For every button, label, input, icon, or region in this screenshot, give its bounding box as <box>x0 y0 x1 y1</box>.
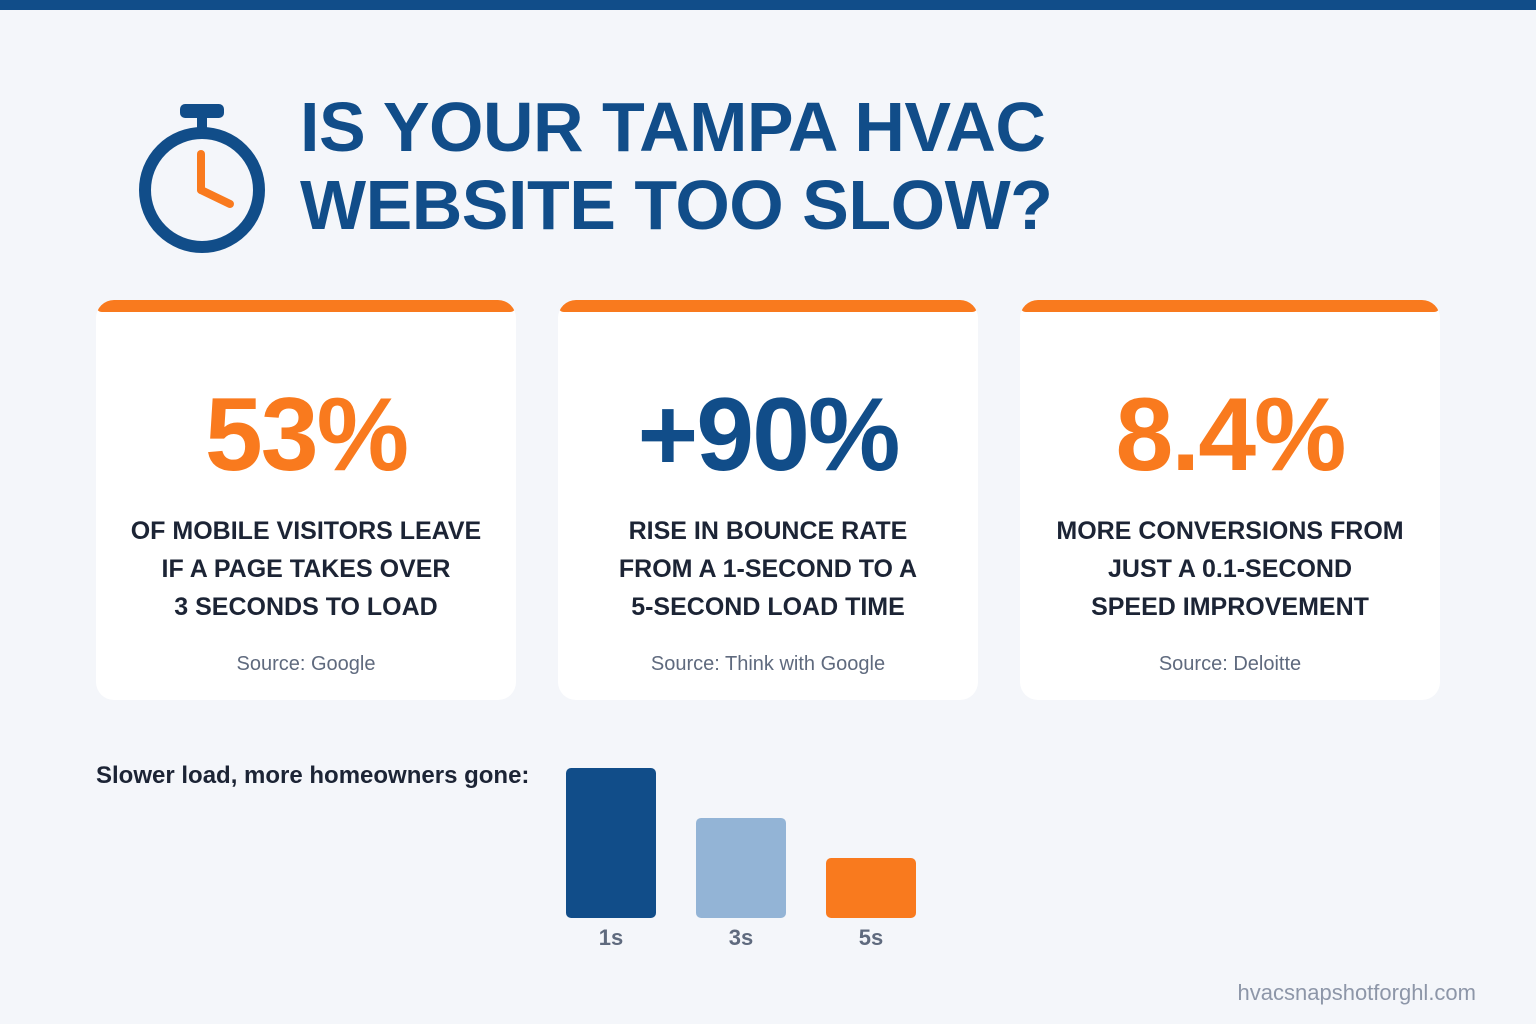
stat-value: 8.4% <box>1115 377 1346 493</box>
bar-label-5s: 5s <box>859 925 883 950</box>
stat-card-mobile-visitors: 53% OF MOBILE VISITORS LEAVE IF A PAGE T… <box>96 300 516 700</box>
stopwatch-hand-long <box>197 186 234 208</box>
bar-3s <box>696 817 786 918</box>
stopwatch-icon <box>139 104 265 253</box>
chart-label: Slower load, more homeowners gone: <box>96 762 530 789</box>
stat-card-bounce-rate: +90% RISE IN BOUNCE RATE FROM A 1-SECOND… <box>558 300 978 700</box>
page-title: IS YOUR TAMPA HVAC WEBSITE TOO SLOW? <box>300 88 1053 244</box>
load-time-bar-chart: 1s 3s 5s <box>566 768 916 950</box>
stat-description: MORE CONVERSIONS FROM JUST A 0.1-SECOND … <box>1030 512 1430 626</box>
stat-description-line: SPEED IMPROVEMENT <box>1091 593 1369 621</box>
stat-card-conversions: 8.4% MORE CONVERSIONS FROM JUST A 0.1-SE… <box>1020 300 1440 700</box>
top-accent-bar <box>0 0 1536 10</box>
stat-source: Source: Think with Google <box>650 653 886 675</box>
card-accent-bar <box>1020 300 1440 312</box>
card-accent-bar <box>96 300 516 312</box>
footer-website: hvacsnapshotforghl.com <box>1237 980 1476 1005</box>
stat-description-line: OF MOBILE VISITORS LEAVE <box>130 517 482 545</box>
stopwatch-stem <box>197 116 207 130</box>
stat-description-line: RISE IN BOUNCE RATE <box>628 517 908 545</box>
stopwatch-dial <box>139 127 265 253</box>
stat-description-line: MORE CONVERSIONS FROM <box>1056 517 1404 545</box>
stat-description-line: JUST A 0.1-SECOND <box>1107 555 1353 583</box>
stat-source: Source: Google <box>236 653 376 675</box>
card-accent-bar <box>558 300 978 312</box>
bar-1s <box>566 768 656 918</box>
bar-label-1s: 1s <box>599 925 623 950</box>
bar-5s <box>826 858 916 918</box>
stopwatch-crown <box>180 104 224 118</box>
stat-source: Source: Deloitte <box>1158 653 1302 675</box>
stat-description-line: 3 SECONDS TO LOAD <box>174 593 438 621</box>
stat-description-line: FROM A 1-SECOND TO A <box>618 555 918 583</box>
bar-label-3s: 3s <box>729 925 753 950</box>
stat-description: RISE IN BOUNCE RATE FROM A 1-SECOND TO A… <box>568 512 968 626</box>
stat-value: 53% <box>204 377 409 493</box>
stat-description-line: IF A PAGE TAKES OVER <box>161 555 451 583</box>
stat-description-line: 5-SECOND LOAD TIME <box>631 593 905 621</box>
title-line-1: IS YOUR TAMPA HVAC <box>300 88 1046 166</box>
stat-value: +90% <box>637 377 901 493</box>
title-line-2: WEBSITE TOO SLOW? <box>300 166 1053 244</box>
stat-description: OF MOBILE VISITORS LEAVE IF A PAGE TAKES… <box>106 512 506 626</box>
